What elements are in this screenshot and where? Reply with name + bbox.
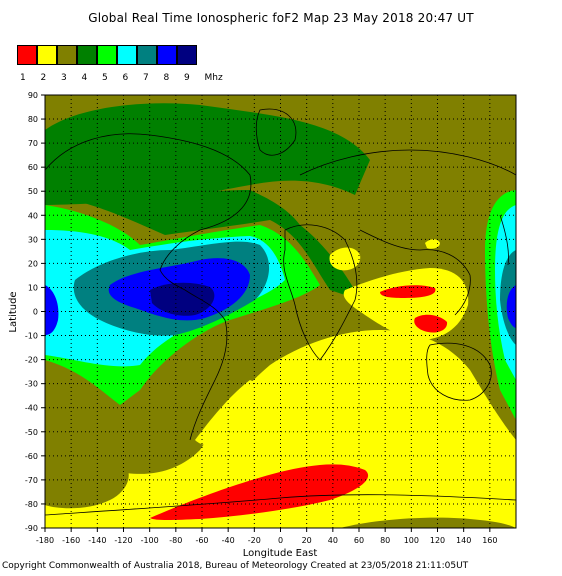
x-tick-label: -80 xyxy=(169,536,182,545)
y-tick-label: -10 xyxy=(25,332,38,341)
legend-swatch-5 xyxy=(97,45,117,65)
x-tick-label: 120 xyxy=(430,536,445,545)
y-tick-label: -50 xyxy=(25,428,38,437)
legend-label-6: 6 xyxy=(122,73,129,83)
x-tick-label: 60 xyxy=(354,536,364,545)
y-tick-label: -30 xyxy=(25,380,38,389)
x-tick-label: 80 xyxy=(380,536,390,545)
x-tick-label: -20 xyxy=(248,536,261,545)
x-tick-label: 100 xyxy=(404,536,419,545)
y-tick-label: 80 xyxy=(28,115,38,124)
y-tick-label: -70 xyxy=(25,476,38,485)
y-tick-label: -90 xyxy=(25,524,38,533)
x-tick-label: 140 xyxy=(456,536,471,545)
legend-swatch-7 xyxy=(137,45,157,65)
x-tick-label: 0 xyxy=(278,536,283,545)
y-tick-label: -40 xyxy=(25,404,38,413)
x-tick-label: -140 xyxy=(88,536,106,545)
legend-label-4: 4 xyxy=(81,73,88,83)
y-tick-label: 40 xyxy=(28,211,38,220)
legend-label-2: 2 xyxy=(40,73,47,83)
legend-swatch-4 xyxy=(77,45,97,65)
legend-swatch-3 xyxy=(57,45,77,65)
x-tick-label: 20 xyxy=(302,536,312,545)
y-tick-label: 30 xyxy=(28,235,38,244)
legend-label-3: 3 xyxy=(61,73,67,83)
y-tick-label: 70 xyxy=(28,139,38,148)
x-tick-label: 160 xyxy=(482,536,497,545)
copyright-footer: Copyright Commonwealth of Australia 2018… xyxy=(2,561,469,571)
y-axis-ticks: 90 80 70 60 50 40 30 20 10 0 -10 -20 -30 -40 -50 -60 -70… xyxy=(25,91,45,533)
x-tick-label: -180 xyxy=(36,536,54,545)
legend-swatch-2 xyxy=(37,45,57,65)
y-tick-label: -20 xyxy=(25,356,38,365)
grid-lines xyxy=(45,95,516,528)
y-tick-label: -80 xyxy=(25,500,38,509)
legend-swatch-1 xyxy=(17,45,37,65)
y-axis-title: Latitude xyxy=(8,291,19,332)
x-axis-title: Longitude East xyxy=(243,548,318,559)
x-axis-ticks: -180 -160 -140 -120 -100 -80 -60 -40 -20 0 20 40 60 8… xyxy=(36,528,497,545)
x-tick-label: -100 xyxy=(141,536,159,545)
legend-swatch-6 xyxy=(117,45,137,65)
legend-label-9: 9 xyxy=(184,73,190,83)
legend-swatch-8 xyxy=(157,45,177,65)
y-tick-label: 50 xyxy=(28,187,38,196)
coastlines xyxy=(45,108,516,516)
legend-label-7: 7 xyxy=(143,73,149,83)
y-tick-label: 60 xyxy=(28,163,38,172)
y-tick-label: 10 xyxy=(28,283,38,292)
legend-unit: Mhz xyxy=(204,73,223,83)
y-tick-label: -60 xyxy=(25,452,38,461)
legend-label-8: 8 xyxy=(163,73,170,83)
legend-label-5: 5 xyxy=(102,73,108,83)
map-title: Global Real Time Ionospheric foF2 Map 23… xyxy=(88,11,474,25)
y-tick-label: 90 xyxy=(28,91,38,100)
x-tick-label: -120 xyxy=(114,536,132,545)
legend-label-1: 1 xyxy=(20,73,26,83)
color-scale xyxy=(17,45,197,65)
x-tick-label: -40 xyxy=(222,536,235,545)
x-tick-label: -160 xyxy=(62,536,80,545)
x-tick-label: -60 xyxy=(195,536,208,545)
x-tick-label: 40 xyxy=(328,536,338,545)
legend-swatch-9 xyxy=(177,45,197,65)
y-tick-label: 0 xyxy=(33,308,38,317)
y-tick-label: 20 xyxy=(28,259,38,268)
